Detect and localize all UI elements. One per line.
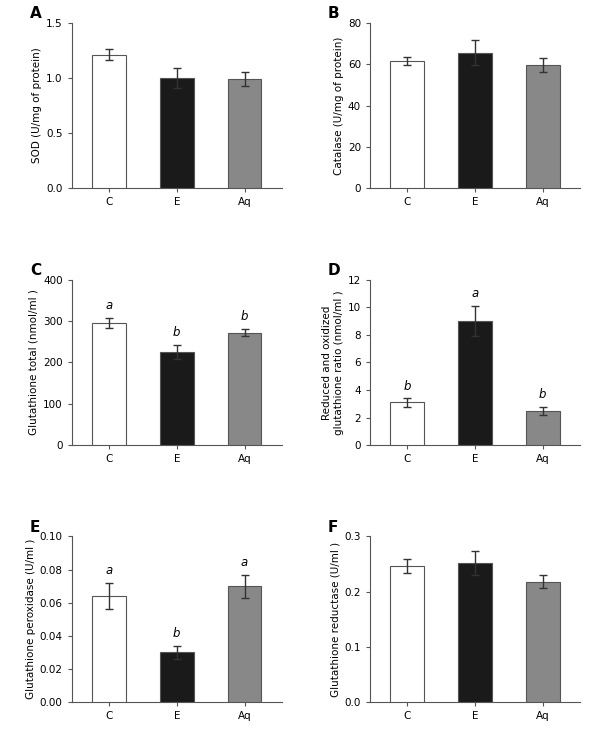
Y-axis label: Glutathione reductase (U/ml ): Glutathione reductase (U/ml ) [330,542,340,697]
Bar [390,565,424,702]
Text: B: B [328,6,340,21]
Bar [160,352,194,445]
Bar [458,53,492,189]
Text: a: a [105,299,112,313]
Bar [92,54,126,189]
Y-axis label: SOD (U/mg of protein): SOD (U/mg of protein) [32,48,42,163]
Text: F: F [328,520,338,535]
Text: D: D [328,263,341,278]
Text: C: C [30,263,41,278]
Text: a: a [241,556,248,569]
Bar [458,321,492,445]
Bar [160,652,194,702]
Y-axis label: Glutathione peroxidase (U/ml ): Glutathione peroxidase (U/ml ) [26,539,35,699]
Bar [160,78,194,189]
Bar [228,79,261,189]
Text: a: a [471,287,478,300]
Bar [228,332,261,445]
Text: b: b [539,388,547,401]
Text: b: b [173,627,181,640]
Y-axis label: Reduced and oxidized
glutathione ratio (nmol/ml ): Reduced and oxidized glutathione ratio (… [322,290,344,435]
Text: b: b [241,310,248,323]
Bar [390,61,424,189]
Y-axis label: Catalase (U/mg of protein): Catalase (U/mg of protein) [334,36,344,174]
Bar [228,586,261,702]
Bar [390,402,424,445]
Bar [92,323,126,445]
Text: b: b [404,380,411,393]
Text: a: a [105,564,112,577]
Bar [458,563,492,702]
Bar [526,411,560,445]
Bar [526,65,560,189]
Y-axis label: Glutathione total (nmol/ml ): Glutathione total (nmol/ml ) [29,289,39,436]
Text: A: A [30,6,41,21]
Bar [526,581,560,702]
Text: E: E [30,520,40,535]
Text: b: b [173,326,181,339]
Bar [92,596,126,702]
